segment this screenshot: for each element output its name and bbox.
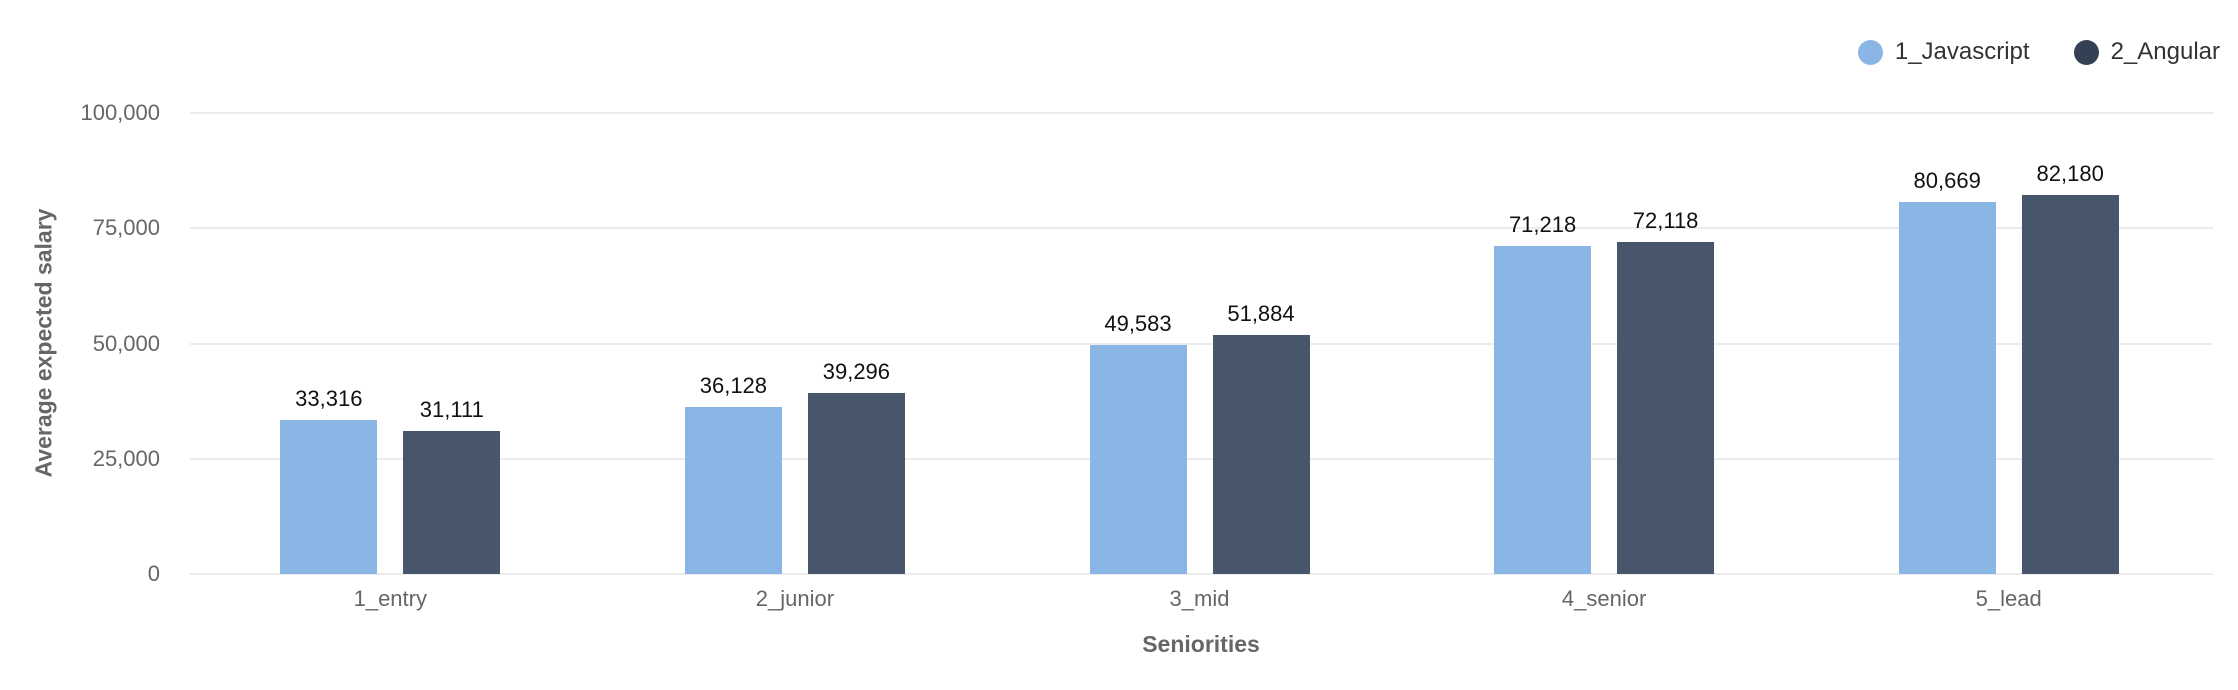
bar-1_javascript-5_lead[interactable] bbox=[1898, 202, 1996, 574]
legend-label: 2_Angular bbox=[2110, 38, 2220, 65]
legend-item-javascript[interactable]: 1_Javascript bbox=[1857, 38, 2030, 66]
bar-1_javascript-4_senior[interactable] bbox=[1494, 245, 1592, 574]
x-axis-title: Seniorities bbox=[1142, 631, 1260, 657]
bar-value-label: 31,111 bbox=[419, 396, 484, 422]
x-tick-label: 3_mid bbox=[1169, 586, 1230, 611]
bar-1_javascript-3_mid[interactable] bbox=[1089, 345, 1187, 574]
grid-line bbox=[190, 342, 2213, 345]
x-tick-label: 4_senior bbox=[1561, 586, 1647, 611]
bar-value-label: 33,316 bbox=[295, 386, 363, 412]
x-tick-label: 2_junior bbox=[755, 586, 835, 611]
y-tick-label: 25,000 bbox=[92, 445, 160, 471]
legend-label: 1_Javascript bbox=[1894, 38, 2030, 65]
bar-2_angular-3_mid[interactable] bbox=[1212, 334, 1310, 574]
series-dot-icon bbox=[2073, 39, 2099, 65]
bar-2_angular-5_lead[interactable] bbox=[2021, 195, 2119, 574]
y-tick-label: 75,000 bbox=[92, 215, 160, 241]
bar-value-label: 71,218 bbox=[1508, 211, 1577, 237]
bar-value-label: 72,118 bbox=[1632, 207, 1699, 233]
y-tick-label: 50,000 bbox=[92, 330, 160, 356]
y-tick-label: 0 bbox=[147, 561, 160, 586]
legend-item-angular[interactable]: 2_Angular bbox=[2073, 38, 2220, 66]
series-dot-icon bbox=[1857, 39, 1883, 65]
bar-value-label: 39,296 bbox=[822, 358, 891, 384]
grid-line bbox=[190, 573, 2213, 575]
bar-value-label: 51,884 bbox=[1227, 300, 1295, 326]
bar-2_angular-2_junior[interactable] bbox=[807, 392, 905, 574]
bar-1_javascript-2_junior[interactable] bbox=[684, 407, 782, 574]
legend: 1_Javascript 2_Angular bbox=[1857, 38, 2220, 66]
bar-value-label: 36,128 bbox=[699, 373, 768, 399]
x-tick-label: 5_lead bbox=[1975, 586, 2042, 611]
bar-value-label: 80,669 bbox=[1913, 168, 1981, 194]
grid-line bbox=[190, 227, 2213, 230]
bar-2_angular-1_entry[interactable] bbox=[403, 430, 501, 574]
bar-value-label: 49,583 bbox=[1104, 311, 1172, 337]
bar-1_javascript-1_entry[interactable] bbox=[280, 420, 378, 574]
bar-2_angular-4_senior[interactable] bbox=[1617, 241, 1715, 574]
bar-value-label: 82,180 bbox=[2036, 161, 2104, 187]
x-tick-label: 1_entry bbox=[353, 586, 427, 611]
grid-line bbox=[190, 457, 2213, 460]
grid-line bbox=[190, 112, 2213, 114]
y-tick-label: 100,000 bbox=[80, 100, 160, 125]
